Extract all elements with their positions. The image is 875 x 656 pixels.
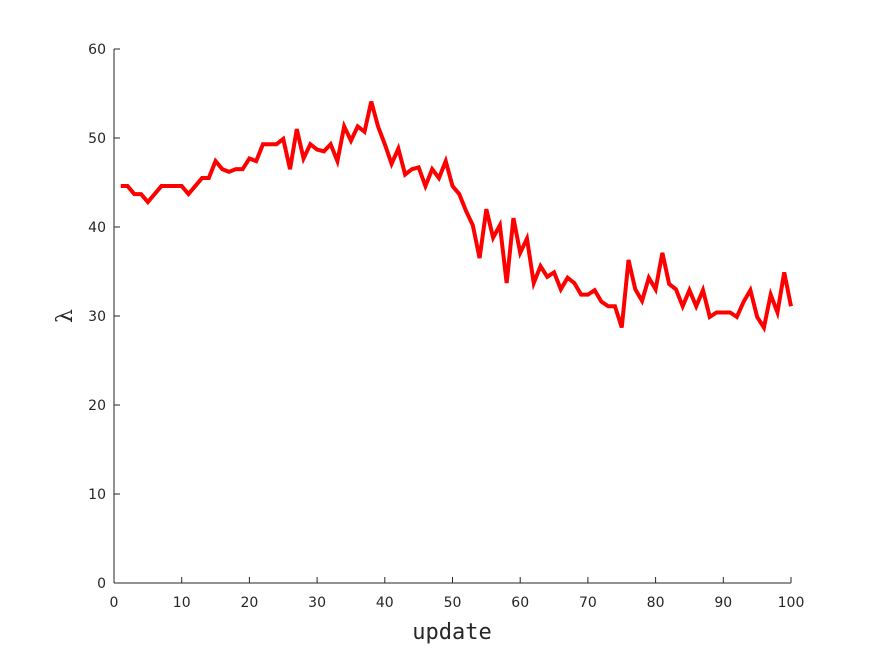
x-tick-label: 20: [240, 595, 258, 611]
x-tick-label: 70: [579, 595, 597, 611]
x-tick-label: 0: [110, 595, 119, 611]
x-tick-label: 100: [778, 595, 805, 611]
x-tick-label: 90: [714, 595, 732, 611]
x-tick-label: 50: [444, 595, 462, 611]
y-tick-label: 60: [88, 42, 106, 58]
y-axis-ticks: 0 10 20 30 40 50 60: [88, 42, 120, 592]
y-tick-label: 20: [88, 398, 106, 414]
x-axis-label: update: [412, 620, 491, 645]
y-tick-label: 50: [88, 131, 106, 147]
x-tick-label: 40: [376, 595, 394, 611]
y-tick-label: 10: [88, 487, 106, 503]
x-tick-label: 60: [511, 595, 529, 611]
x-tick-label: 30: [308, 595, 326, 611]
series-line: [120, 100, 793, 333]
plot-area: [120, 100, 793, 333]
x-axis-ticks: 0 10 20 30 40 50 60 70 80 90 100: [110, 577, 805, 611]
y-axis-label: λ: [53, 309, 78, 323]
x-tick-label: 10: [173, 595, 191, 611]
y-tick-label: 0: [97, 576, 106, 592]
y-tick-label: 40: [88, 220, 106, 236]
y-tick-label: 30: [88, 309, 106, 325]
x-tick-label: 80: [647, 595, 665, 611]
